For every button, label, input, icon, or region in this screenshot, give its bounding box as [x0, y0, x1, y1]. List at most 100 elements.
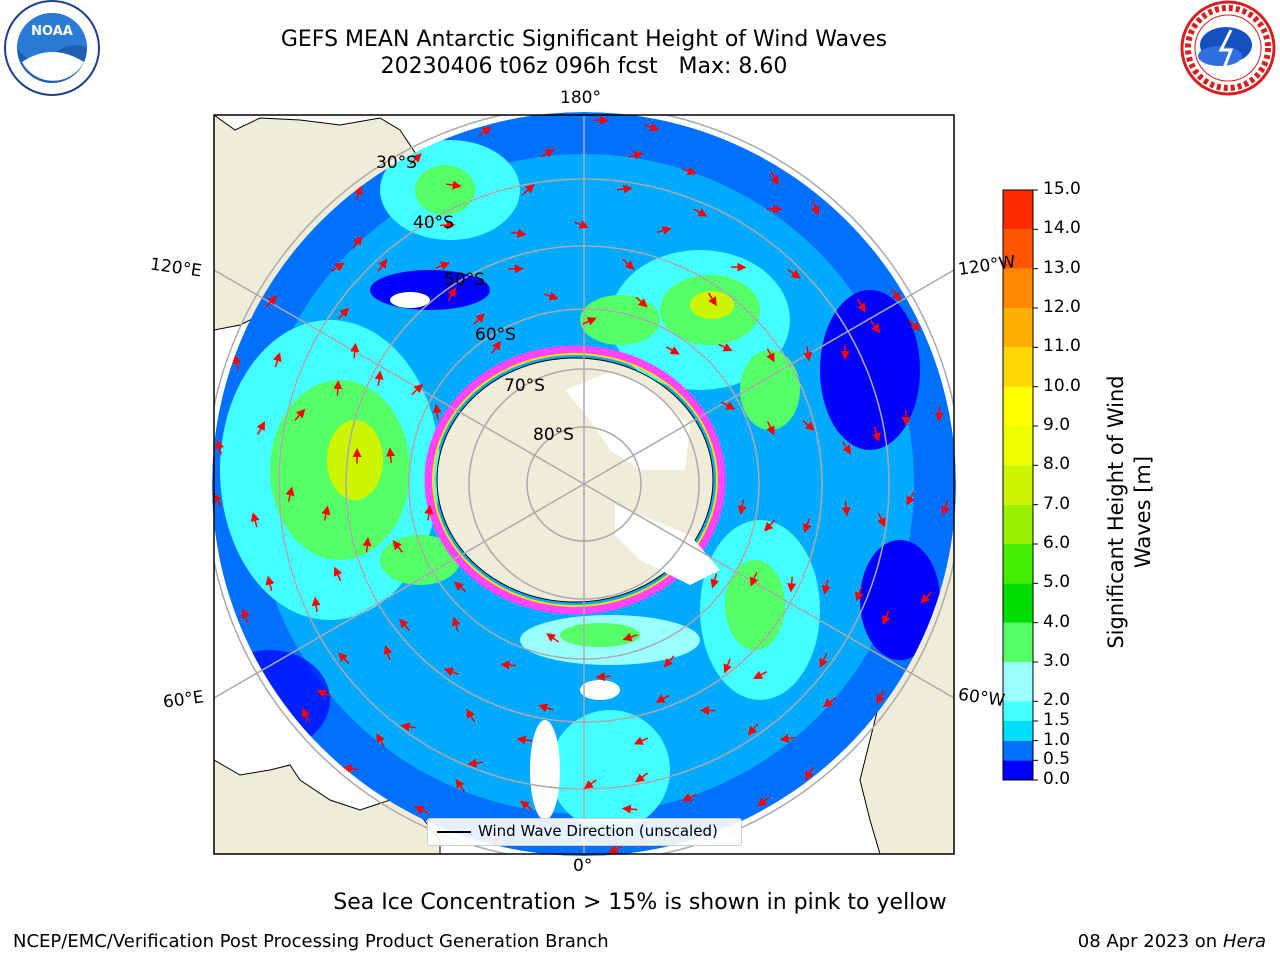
- colorbar-tick-label: 0.0: [1043, 769, 1071, 789]
- colorbar-segment: [1003, 190, 1033, 230]
- colorbar-label-line2: Waves [m]: [1131, 455, 1155, 569]
- wind-wave-arrow: [802, 518, 812, 534]
- wind-wave-arrow: [519, 800, 533, 811]
- nws-logo: [1176, 0, 1280, 100]
- wind-wave-arrow: [737, 499, 747, 515]
- wind-wave-arrow: [392, 540, 403, 553]
- wind-wave-arrow: [583, 779, 597, 790]
- noaa-logo-text: NOAA: [31, 24, 73, 39]
- wind-wave-arrows: [212, 115, 950, 854]
- wind-wave-arrow: [787, 576, 797, 593]
- wind-wave-arrow: [622, 258, 635, 270]
- wind-wave-arrow: [753, 670, 768, 679]
- wind-wave-arrow: [803, 346, 813, 362]
- wind-wave-arrow: [766, 421, 775, 436]
- wind-wave-arrow: [354, 185, 363, 201]
- wind-wave-arrow: [876, 690, 885, 705]
- wind-wave-arrow: [764, 519, 776, 532]
- wind-wave-arrow: [608, 845, 623, 854]
- wind-wave-arrow: [908, 319, 921, 332]
- colorbar-segment: [1003, 386, 1033, 426]
- colorbar-tick-label: 12.0: [1043, 297, 1081, 317]
- wind-wave-arrow: [823, 697, 836, 708]
- wind-wave-arrow: [447, 287, 456, 302]
- africa-landmass: [214, 759, 441, 854]
- wind-wave-arrow: [723, 658, 732, 674]
- colorbar-segment: [1003, 701, 1033, 721]
- wind-wave-arrow: [718, 343, 733, 352]
- colorbar-tick-label: 7.0: [1043, 493, 1071, 514]
- wind-wave-arrow: [491, 340, 502, 354]
- colorbar-segment: [1003, 721, 1033, 741]
- footer-machine: Hera: [1222, 931, 1266, 952]
- wind-wave-arrow: [473, 313, 485, 325]
- colorbar-segment: [1003, 504, 1033, 544]
- lat-label-70s: 70°S: [504, 376, 545, 396]
- colorbar-segment: [1003, 544, 1033, 584]
- colorbar-label-line1: Significant Height of Wind: [1104, 375, 1128, 649]
- lon-label-top: 180°: [560, 88, 601, 108]
- wind-wave-arrow: [656, 226, 672, 235]
- wind-wave-arrow: [411, 383, 424, 396]
- wind-wave-arrow: [383, 644, 393, 661]
- wind-wave-arrow: [644, 122, 660, 132]
- title-line2: 20230406 t06z 096h fcst Max: 8.60: [380, 54, 788, 79]
- wind-wave-arrow: [779, 734, 796, 744]
- colorbar-tick-label: 8.0: [1043, 454, 1071, 475]
- wind-wave-arrow: [446, 180, 462, 190]
- wind-wave-arrow: [540, 148, 555, 158]
- wind-wave-arrow: [439, 220, 456, 230]
- wind-wave-arrow: [386, 447, 396, 463]
- wind-wave-arrow: [265, 575, 275, 591]
- colorbar-tick-label: 1.5: [1043, 710, 1071, 730]
- wind-wave-arrow: [682, 793, 697, 802]
- wind-wave-arrow: [747, 723, 759, 736]
- wind-wave-arrow: [316, 689, 332, 698]
- wind-wave-arrow: [333, 380, 343, 396]
- wind-wave-arrow: [707, 292, 717, 307]
- lat-label-50s: 50°S: [444, 270, 485, 290]
- wind-wave-arrow: [941, 500, 950, 516]
- wind-wave-arrow: [256, 420, 265, 435]
- colorbar-segment: [1003, 622, 1033, 662]
- lat-label-60s: 60°S: [475, 325, 516, 345]
- wind-wave-arrow: [543, 291, 559, 301]
- wind-wave-arrow: [870, 320, 881, 334]
- colorbar-tick-label: 6.0: [1043, 533, 1071, 553]
- wind-wave-arrow: [352, 235, 363, 249]
- wind-wave-arrow: [376, 733, 385, 747]
- wind-wave-arrow: [872, 426, 881, 442]
- wind-wave-arrow: [538, 703, 554, 713]
- wind-wave-arrow: [273, 352, 282, 368]
- wind-wave-arrow: [574, 220, 589, 229]
- wind-wave-arrow: [511, 228, 527, 238]
- colorbar-segment: [1003, 740, 1033, 761]
- wind-wave-arrow: [451, 616, 461, 632]
- wind-wave-arrow: [681, 166, 697, 176]
- wind-wave-arrow: [250, 512, 260, 528]
- colorbar-segment: [1003, 268, 1033, 308]
- wind-wave-arrow: [802, 420, 815, 431]
- wind-wave-arrow: [821, 579, 831, 595]
- wind-wave-arrow: [454, 581, 467, 593]
- colorbar-segment: [1003, 465, 1033, 505]
- wind-wave-arrow: [787, 269, 801, 279]
- wind-wave-arrow: [215, 439, 224, 455]
- wind-wave-arrow: [655, 694, 670, 703]
- wind-wave-arrow: [241, 608, 250, 624]
- wind-wave-arrow: [432, 403, 442, 420]
- colorbar-tick-label: 11.0: [1043, 336, 1081, 357]
- wind-wave-arrow: [232, 354, 242, 370]
- colorbar-tick-label: 1.0: [1043, 729, 1071, 750]
- wind-wave-arrow: [595, 672, 612, 682]
- colorbar-tick-label: 13.0: [1043, 257, 1081, 278]
- colorbar-tick-label: 0.5: [1043, 749, 1071, 770]
- wind-wave-arrow: [635, 296, 648, 308]
- wind-wave-arrow: [856, 299, 867, 313]
- wind-wave-arrow: [693, 208, 708, 217]
- sea-ice-note: Sea Ice Concentration > 15% is shown in …: [333, 890, 947, 915]
- colorbar-tick-label: 14.0: [1043, 218, 1081, 239]
- wind-wave-arrow: [522, 184, 535, 195]
- wind-wave-arrow: [855, 586, 864, 602]
- ice-shelf-2: [615, 505, 720, 585]
